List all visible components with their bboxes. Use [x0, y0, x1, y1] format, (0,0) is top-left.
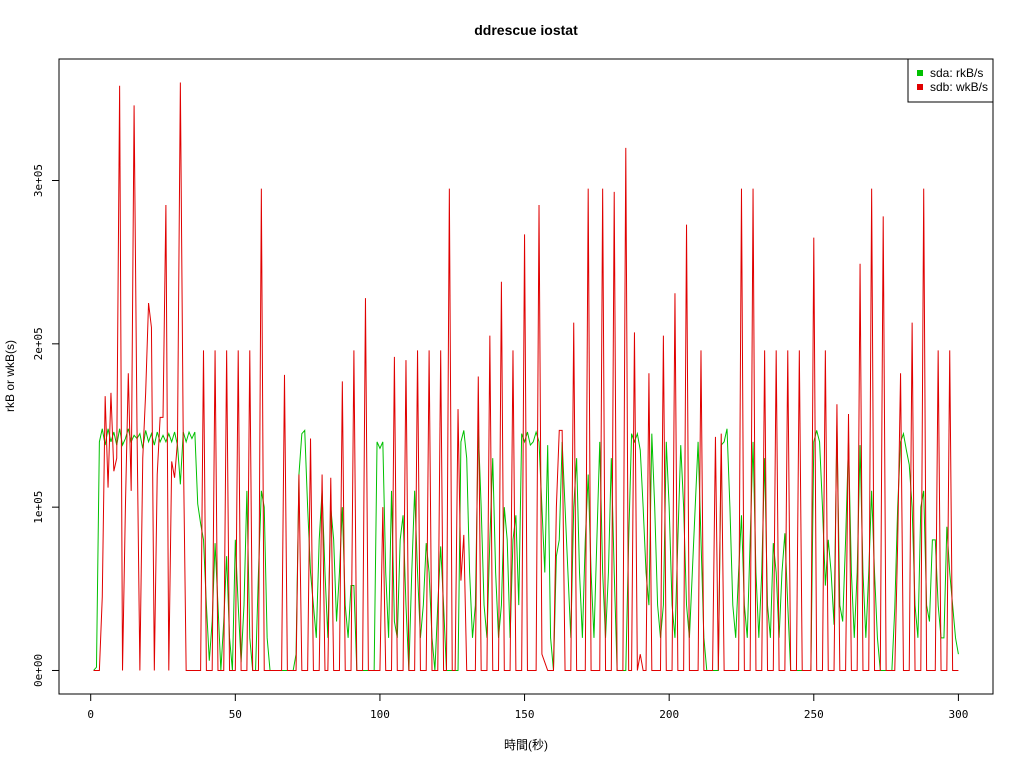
legend-label: sdb: wkB/s — [930, 80, 988, 94]
legend-swatch — [917, 84, 923, 90]
legend-label: sda: rkB/s — [930, 66, 983, 80]
y-tick-label: 2e+05 — [32, 327, 45, 360]
y-tick-label: 1e+05 — [32, 491, 45, 524]
legend-swatch — [917, 70, 923, 76]
x-tick-label: 200 — [659, 708, 679, 721]
y-tick-label: 3e+05 — [32, 164, 45, 197]
plot-area — [93, 82, 959, 671]
y-tick-label: 0e+00 — [32, 654, 45, 687]
y-axis-label: rkB or wkB(s) — [3, 340, 17, 412]
x-tick-label: 100 — [370, 708, 390, 721]
x-axis-label: 時間(秒) — [504, 738, 548, 752]
x-tick-label: 0 — [87, 708, 94, 721]
x-tick-label: 300 — [948, 708, 968, 721]
x-tick-label: 50 — [229, 708, 242, 721]
x-tick-label: 250 — [804, 708, 824, 721]
chart-title: ddrescue iostat — [474, 22, 578, 38]
series-line — [93, 82, 959, 671]
legend-box — [907, 58, 994, 103]
x-tick-label: 150 — [515, 708, 535, 721]
